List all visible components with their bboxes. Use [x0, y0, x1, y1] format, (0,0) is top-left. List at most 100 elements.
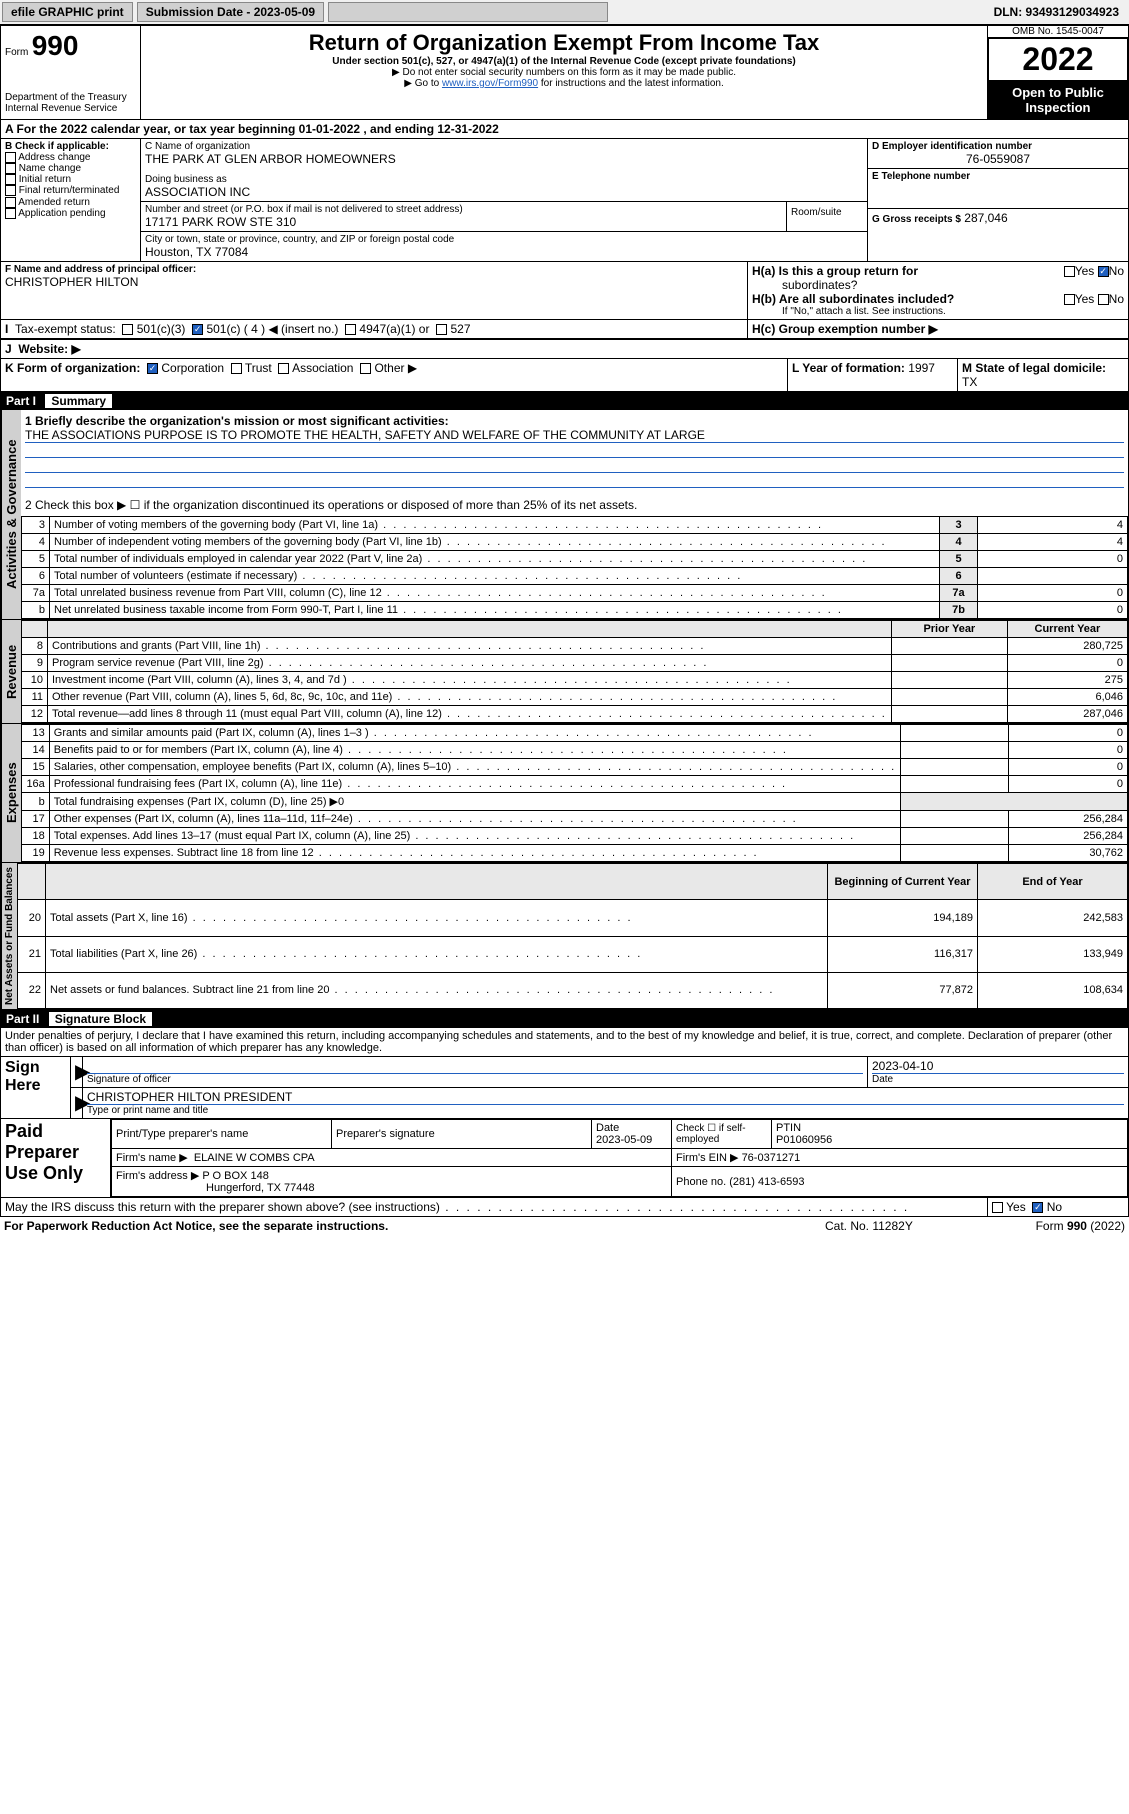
prior-year: [901, 828, 1008, 845]
hb-no-chk[interactable]: [1098, 294, 1109, 305]
b-chk[interactable]: [5, 163, 16, 174]
line-text: Number of independent voting members of …: [50, 534, 940, 551]
footer: For Paperwork Reduction Act Notice, see …: [0, 1217, 1129, 1235]
line-num: 10: [22, 672, 48, 689]
line-num: b: [22, 793, 50, 811]
line-text: Total number of volunteers (estimate if …: [50, 568, 940, 585]
expenses-block: Expenses 13Grants and similar amounts pa…: [0, 724, 1129, 863]
efile-btn[interactable]: efile GRAPHIC print: [2, 2, 133, 22]
state-domicile: TX: [962, 375, 977, 389]
line-text: Salaries, other compensation, employee b…: [49, 759, 900, 776]
beginning-year: 116,317: [828, 936, 978, 972]
i-label: I: [5, 322, 15, 336]
prior-year: [891, 638, 1007, 655]
line-num: 20: [18, 900, 46, 936]
line-num: b: [22, 602, 50, 619]
form990-link[interactable]: www.irs.gov/Form990: [442, 78, 538, 89]
j-label: Website: ▶: [18, 342, 80, 356]
d-label: D Employer identification number: [872, 141, 1124, 152]
tab-revenue: Revenue: [1, 620, 21, 723]
b-chk[interactable]: [5, 152, 16, 163]
line-text: Total expenses. Add lines 13–17 (must eq…: [49, 828, 900, 845]
note1: ▶ Do not enter social security numbers o…: [145, 67, 983, 78]
end-year: 133,949: [978, 936, 1128, 972]
line-num: 18: [22, 828, 50, 845]
sig-name-title: CHRISTOPHER HILTON PRESIDENT: [87, 1090, 1124, 1105]
c-label: C Name of organization: [145, 141, 863, 152]
current-year: 0: [1008, 759, 1127, 776]
signature-arrow-icon: ▶: [71, 1057, 83, 1087]
dept: Department of the Treasury: [5, 92, 136, 103]
f-label: F Name and address of principal officer:: [5, 264, 743, 275]
prior-year: [891, 672, 1007, 689]
discuss-yes-chk[interactable]: [992, 1202, 1003, 1213]
tab-governance: Activities & Governance: [1, 410, 21, 619]
i-text: Tax-exempt status:: [15, 322, 116, 336]
revenue-table: Prior YearCurrent Year8Contributions and…: [21, 620, 1128, 723]
line-num: 8: [22, 638, 48, 655]
sign-here-label: Sign Here: [1, 1057, 71, 1118]
part1-sub: Summary: [45, 394, 112, 408]
b-chk[interactable]: [5, 174, 16, 185]
year-formation: 1997: [908, 361, 935, 375]
k-chk[interactable]: [147, 363, 158, 374]
k-chk[interactable]: [360, 363, 371, 374]
end-year: 242,583: [978, 900, 1128, 936]
line-num: 9: [22, 655, 48, 672]
chk-501c3[interactable]: [122, 324, 133, 335]
pp-phone: (281) 413-6593: [729, 1176, 804, 1188]
j-website: J Website: ▶: [0, 340, 1129, 359]
tab-netassets: Net Assets or Fund Balances: [1, 863, 17, 1009]
governance-table: 3Number of voting members of the governi…: [21, 516, 1128, 619]
note2-pre: ▶ Go to: [404, 78, 442, 89]
ref-cell: 6: [940, 568, 978, 585]
name-arrow-icon: ▶: [71, 1088, 83, 1118]
omb: OMB No. 1545-0047: [988, 26, 1128, 38]
501c-label: 501(c) ( 4 ): [206, 322, 265, 336]
discuss-no-chk[interactable]: [1032, 1202, 1043, 1213]
k-chk[interactable]: [278, 363, 289, 374]
pp-phone-label: Phone no.: [676, 1176, 726, 1188]
pp-firm-label: Firm's name ▶: [116, 1152, 188, 1164]
line-num: 19: [22, 845, 50, 862]
ref-cell: 4: [940, 534, 978, 551]
hb-label: H(b) Are all subordinates included?: [752, 292, 954, 306]
chk-527[interactable]: [436, 324, 447, 335]
line-num: 16a: [22, 776, 50, 793]
current-year: 6,046: [1007, 689, 1127, 706]
ha-no-chk[interactable]: [1098, 266, 1109, 277]
form-ref: Form 990 (2022): [985, 1219, 1125, 1233]
ha-label: H(a) Is this a group return for: [752, 264, 918, 278]
b-chk[interactable]: [5, 185, 16, 196]
line-num: 4: [22, 534, 50, 551]
prior-year: [891, 655, 1007, 672]
line-a: A For the 2022 calendar year, or tax yea…: [0, 120, 1129, 139]
b-chk[interactable]: [5, 208, 16, 219]
dba: ASSOCIATION INC: [145, 185, 863, 199]
line-num: 22: [18, 972, 46, 1008]
line-a-text: A For the 2022 calendar year, or tax yea…: [5, 122, 499, 136]
netassets-table: Beginning of Current YearEnd of Year20To…: [17, 863, 1128, 1009]
prior-year: [901, 725, 1008, 742]
pp-date: 2023-05-09: [596, 1134, 652, 1146]
ha-row: H(a) Is this a group return for Yes No s…: [752, 264, 1124, 292]
b-chk[interactable]: [5, 197, 16, 208]
hb-yes-chk[interactable]: [1064, 294, 1075, 305]
sig-officer-label: Signature of officer: [87, 1074, 863, 1085]
ha-yes-chk[interactable]: [1064, 266, 1075, 277]
k-chk[interactable]: [231, 363, 242, 374]
k-l-m-block: K Form of organization: Corporation Trus…: [0, 359, 1129, 392]
sig-name-label: Type or print name and title: [87, 1105, 1124, 1116]
chk-4947[interactable]: [345, 324, 356, 335]
mission-text: THE ASSOCIATIONS PURPOSE IS TO PROMOTE T…: [25, 428, 1124, 443]
line-text: Contributions and grants (Part VIII, lin…: [48, 638, 892, 655]
gross-receipts: 287,046: [964, 211, 1007, 225]
pp-ptin-label: PTIN: [776, 1122, 801, 1134]
sig-date-val: 2023-04-10: [872, 1059, 1124, 1074]
prior-year: [901, 742, 1008, 759]
value-cell: 4: [978, 517, 1128, 534]
line-text: Other expenses (Part IX, column (A), lin…: [49, 811, 900, 828]
line-text: Program service revenue (Part VIII, line…: [48, 655, 892, 672]
527-label: 527: [450, 322, 470, 336]
chk-501c[interactable]: [192, 324, 203, 335]
